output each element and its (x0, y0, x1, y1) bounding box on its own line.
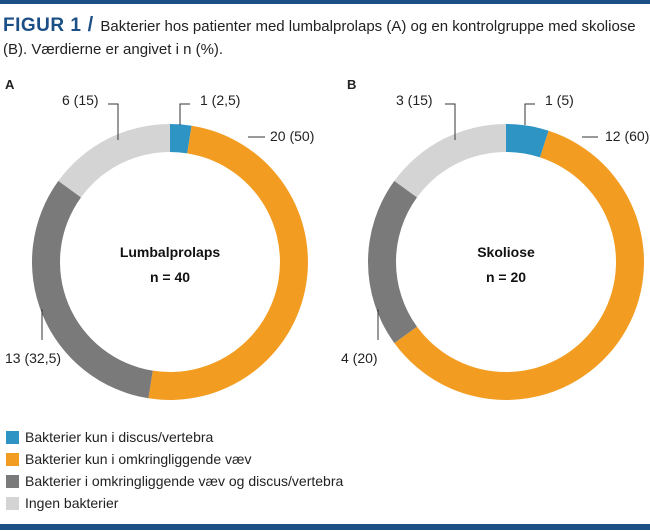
donut-slice (58, 124, 171, 198)
figure-label: FIGUR 1 (3, 15, 82, 36)
top-rule (0, 0, 650, 4)
panel-label-a: A (5, 77, 15, 92)
legend-item: Bakterier kun i discus/vertebra (6, 426, 343, 448)
legend-item: Ingen bakterier (6, 492, 343, 514)
figure-caption: FIGUR 1 / Bakterier hos patienter med lu… (3, 14, 643, 61)
figure-slash: / (87, 14, 94, 36)
data-label: 13 (32,5) (5, 350, 61, 366)
legend-label: Bakterier kun i omkringliggende væv (25, 451, 252, 467)
bottom-rule (0, 524, 650, 530)
donut-slice (394, 124, 506, 198)
leader-line (445, 103, 456, 140)
leader-line (41, 309, 43, 340)
legend-label: Ingen bakterier (25, 495, 119, 511)
leader-line (377, 309, 379, 340)
legend-label: Bakterier kun i discus/vertebra (25, 429, 214, 445)
data-label: 12 (60) (605, 128, 649, 144)
legend-swatch-tissue (6, 452, 19, 466)
leader-line (524, 103, 535, 125)
legend-swatch-discus (6, 430, 19, 444)
data-label: 4 (20) (341, 350, 378, 366)
data-label: 3 (15) (396, 92, 433, 108)
center-label: Skoliose (477, 244, 535, 260)
center-sublabel: n = 20 (486, 269, 526, 285)
data-label: 20 (50) (270, 128, 314, 144)
legend-swatch-both (6, 474, 19, 488)
legend-item: Bakterier kun i omkringliggende væv (6, 448, 343, 470)
legend: Bakterier kun i discus/vertebra Bakterie… (6, 426, 343, 514)
donut-slice (367, 180, 418, 344)
data-label: 1 (5) (545, 92, 574, 108)
figure-caption-text: Bakterier hos patienter med lumbalprolap… (3, 18, 636, 58)
legend-item: Bakterier i omkringliggende væv og discu… (6, 470, 343, 492)
legend-swatch-none (6, 496, 19, 510)
donut-slice (506, 124, 549, 158)
panel-label-b: B (347, 77, 357, 92)
donut-slice (148, 125, 308, 400)
data-label: 1 (2,5) (200, 92, 240, 108)
data-label: 6 (15) (62, 92, 99, 108)
leader-line (179, 103, 190, 125)
legend-label: Bakterier i omkringliggende væv og discu… (25, 473, 344, 489)
leader-line (108, 103, 119, 140)
center-sublabel: n = 40 (150, 269, 190, 285)
donut-slice (32, 180, 153, 399)
donut-slice (170, 124, 192, 154)
center-label: Lumbalprolaps (120, 244, 221, 260)
